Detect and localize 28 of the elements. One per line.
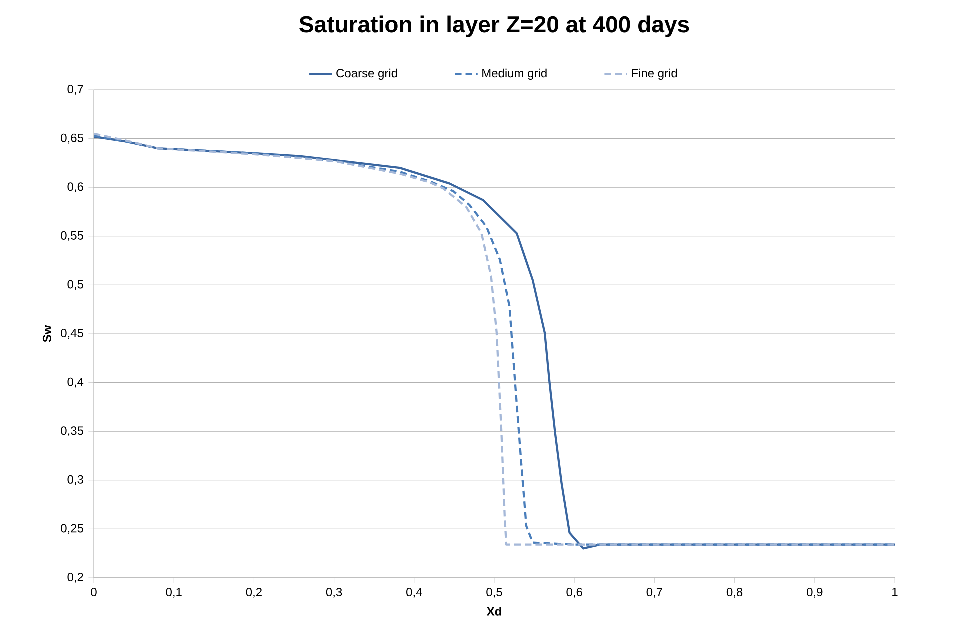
x-axis-title: Xd <box>486 607 502 616</box>
x-tick-label: 0,4 <box>406 588 422 598</box>
legend-label: Fine grid <box>632 68 678 80</box>
y-tick-label: 0,65 <box>61 134 84 144</box>
y-tick-label: 0,2 <box>68 573 84 583</box>
y-tick-label: 0,4 <box>68 378 84 388</box>
y-tick-label: 0,5 <box>68 280 84 290</box>
y-tick-label: 0,3 <box>68 475 84 486</box>
chart-title: Saturation in layer Z=20 at 400 days <box>300 16 690 38</box>
y-axis-title: Sw <box>42 325 52 342</box>
y-tick-label: 0,7 <box>68 85 84 95</box>
x-tick-label: 0 <box>91 588 97 597</box>
x-tick-label: 0,3 <box>326 588 342 598</box>
y-tick-label: 0,25 <box>61 524 84 534</box>
legend-label: Coarse grid <box>336 68 398 80</box>
legend-label: Medium grid <box>482 68 547 80</box>
x-tick-label: 0,1 <box>166 588 182 598</box>
x-tick-label: 0,7 <box>646 588 662 598</box>
y-tick-label: 0,45 <box>61 329 84 339</box>
y-tick-label: 0,35 <box>61 426 84 437</box>
x-tick-label: 0,6 <box>566 588 582 598</box>
x-tick-label: 0,2 <box>246 588 262 598</box>
x-tick-label: 1 <box>892 588 898 596</box>
x-tick-label: 0,8 <box>726 588 743 598</box>
y-tick-label: 0,55 <box>61 231 84 242</box>
x-tick-label: 0,5 <box>486 588 502 598</box>
x-tick-label: 0,9 <box>807 588 823 598</box>
y-tick-label: 0,6 <box>68 182 84 193</box>
